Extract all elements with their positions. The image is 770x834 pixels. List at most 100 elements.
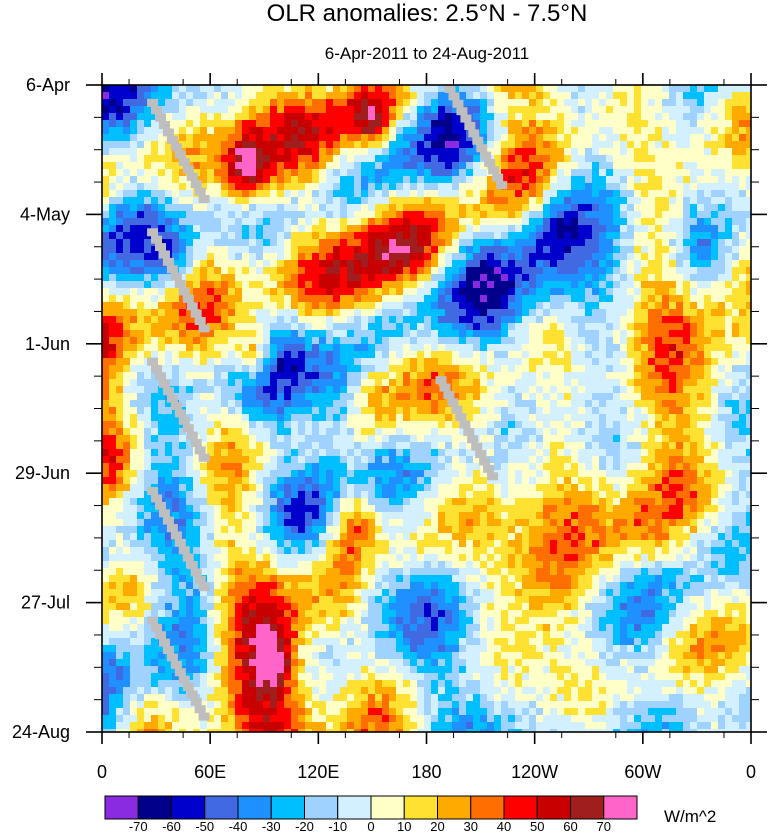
field-cell	[431, 351, 439, 359]
field-cell	[711, 155, 719, 163]
field-cell	[543, 421, 551, 429]
field-cell	[725, 309, 733, 317]
field-cell	[116, 141, 124, 149]
field-cell	[186, 155, 194, 163]
field-cell	[137, 232, 145, 240]
field-cell	[326, 295, 334, 303]
field-cell	[452, 127, 460, 135]
field-cell	[235, 421, 243, 429]
field-cell	[424, 169, 432, 177]
field-cell	[557, 148, 565, 156]
field-cell	[746, 183, 751, 191]
field-cell	[291, 260, 299, 268]
field-cell	[368, 218, 376, 226]
field-cell	[613, 169, 621, 177]
field-cell	[242, 435, 250, 443]
field-cell	[396, 120, 404, 128]
field-cell	[550, 393, 558, 401]
field-cell	[291, 127, 299, 135]
field-cell	[144, 323, 152, 331]
field-cell	[319, 295, 327, 303]
field-cell	[109, 393, 117, 401]
field-cell	[480, 365, 488, 373]
field-cell	[613, 232, 621, 240]
field-cell	[592, 246, 600, 254]
field-cell	[389, 281, 397, 289]
field-cell	[606, 442, 614, 450]
field-cell	[186, 351, 194, 359]
field-cell	[557, 183, 565, 191]
field-cell	[193, 120, 201, 128]
field-cell	[522, 239, 530, 247]
field-cell	[389, 288, 397, 296]
field-cell	[620, 337, 628, 345]
field-cell	[690, 400, 698, 408]
field-cell	[291, 316, 299, 324]
field-cell	[578, 281, 586, 289]
field-cell	[620, 442, 628, 450]
field-cell	[354, 351, 362, 359]
field-cell	[557, 393, 565, 401]
field-cell	[536, 281, 544, 289]
field-cell	[711, 162, 719, 170]
field-cell	[354, 358, 362, 366]
field-cell	[277, 218, 285, 226]
field-cell	[368, 190, 376, 198]
field-cell	[102, 190, 110, 198]
field-cell	[312, 323, 320, 331]
field-cell	[291, 323, 299, 331]
field-cell	[298, 239, 306, 247]
field-cell	[606, 393, 614, 401]
field-cell	[676, 330, 684, 338]
field-cell	[725, 141, 733, 149]
field-cell	[172, 218, 180, 226]
field-cell	[662, 141, 670, 149]
field-cell	[620, 253, 628, 261]
field-cell	[235, 435, 243, 443]
field-cell	[186, 183, 194, 191]
field-cell	[452, 141, 460, 149]
field-cell	[746, 309, 751, 317]
field-cell	[137, 183, 145, 191]
field-cell	[333, 148, 341, 156]
field-cell	[669, 260, 677, 268]
field-cell	[648, 92, 656, 100]
field-cell	[410, 344, 418, 352]
field-cell	[662, 113, 670, 121]
field-cell	[585, 274, 593, 282]
field-cell	[326, 288, 334, 296]
field-cell	[116, 302, 124, 310]
field-cell	[319, 323, 327, 331]
field-cell	[340, 386, 348, 394]
field-cell	[277, 190, 285, 198]
field-cell	[284, 92, 292, 100]
field-cell	[501, 239, 509, 247]
field-cell	[445, 337, 453, 345]
field-cell	[165, 113, 173, 121]
field-cell	[466, 183, 474, 191]
field-cell	[305, 155, 313, 163]
field-cell	[102, 197, 110, 205]
field-cell	[417, 456, 425, 464]
field-cell	[697, 344, 705, 352]
field-cell	[459, 302, 467, 310]
field-cell	[459, 190, 467, 198]
field-cell	[109, 190, 117, 198]
field-cell	[431, 309, 439, 317]
field-cell	[592, 365, 600, 373]
field-cell	[410, 274, 418, 282]
field-cell	[319, 176, 327, 184]
field-cell	[739, 365, 747, 373]
field-cell	[746, 134, 751, 142]
field-cell	[305, 127, 313, 135]
field-cell	[298, 267, 306, 275]
field-cell	[494, 414, 502, 422]
field-cell	[368, 162, 376, 170]
field-cell	[291, 456, 299, 464]
field-cell	[333, 190, 341, 198]
field-cell	[214, 302, 222, 310]
field-cell	[669, 295, 677, 303]
field-cell	[613, 204, 621, 212]
field-cell	[277, 442, 285, 450]
field-cell	[137, 190, 145, 198]
